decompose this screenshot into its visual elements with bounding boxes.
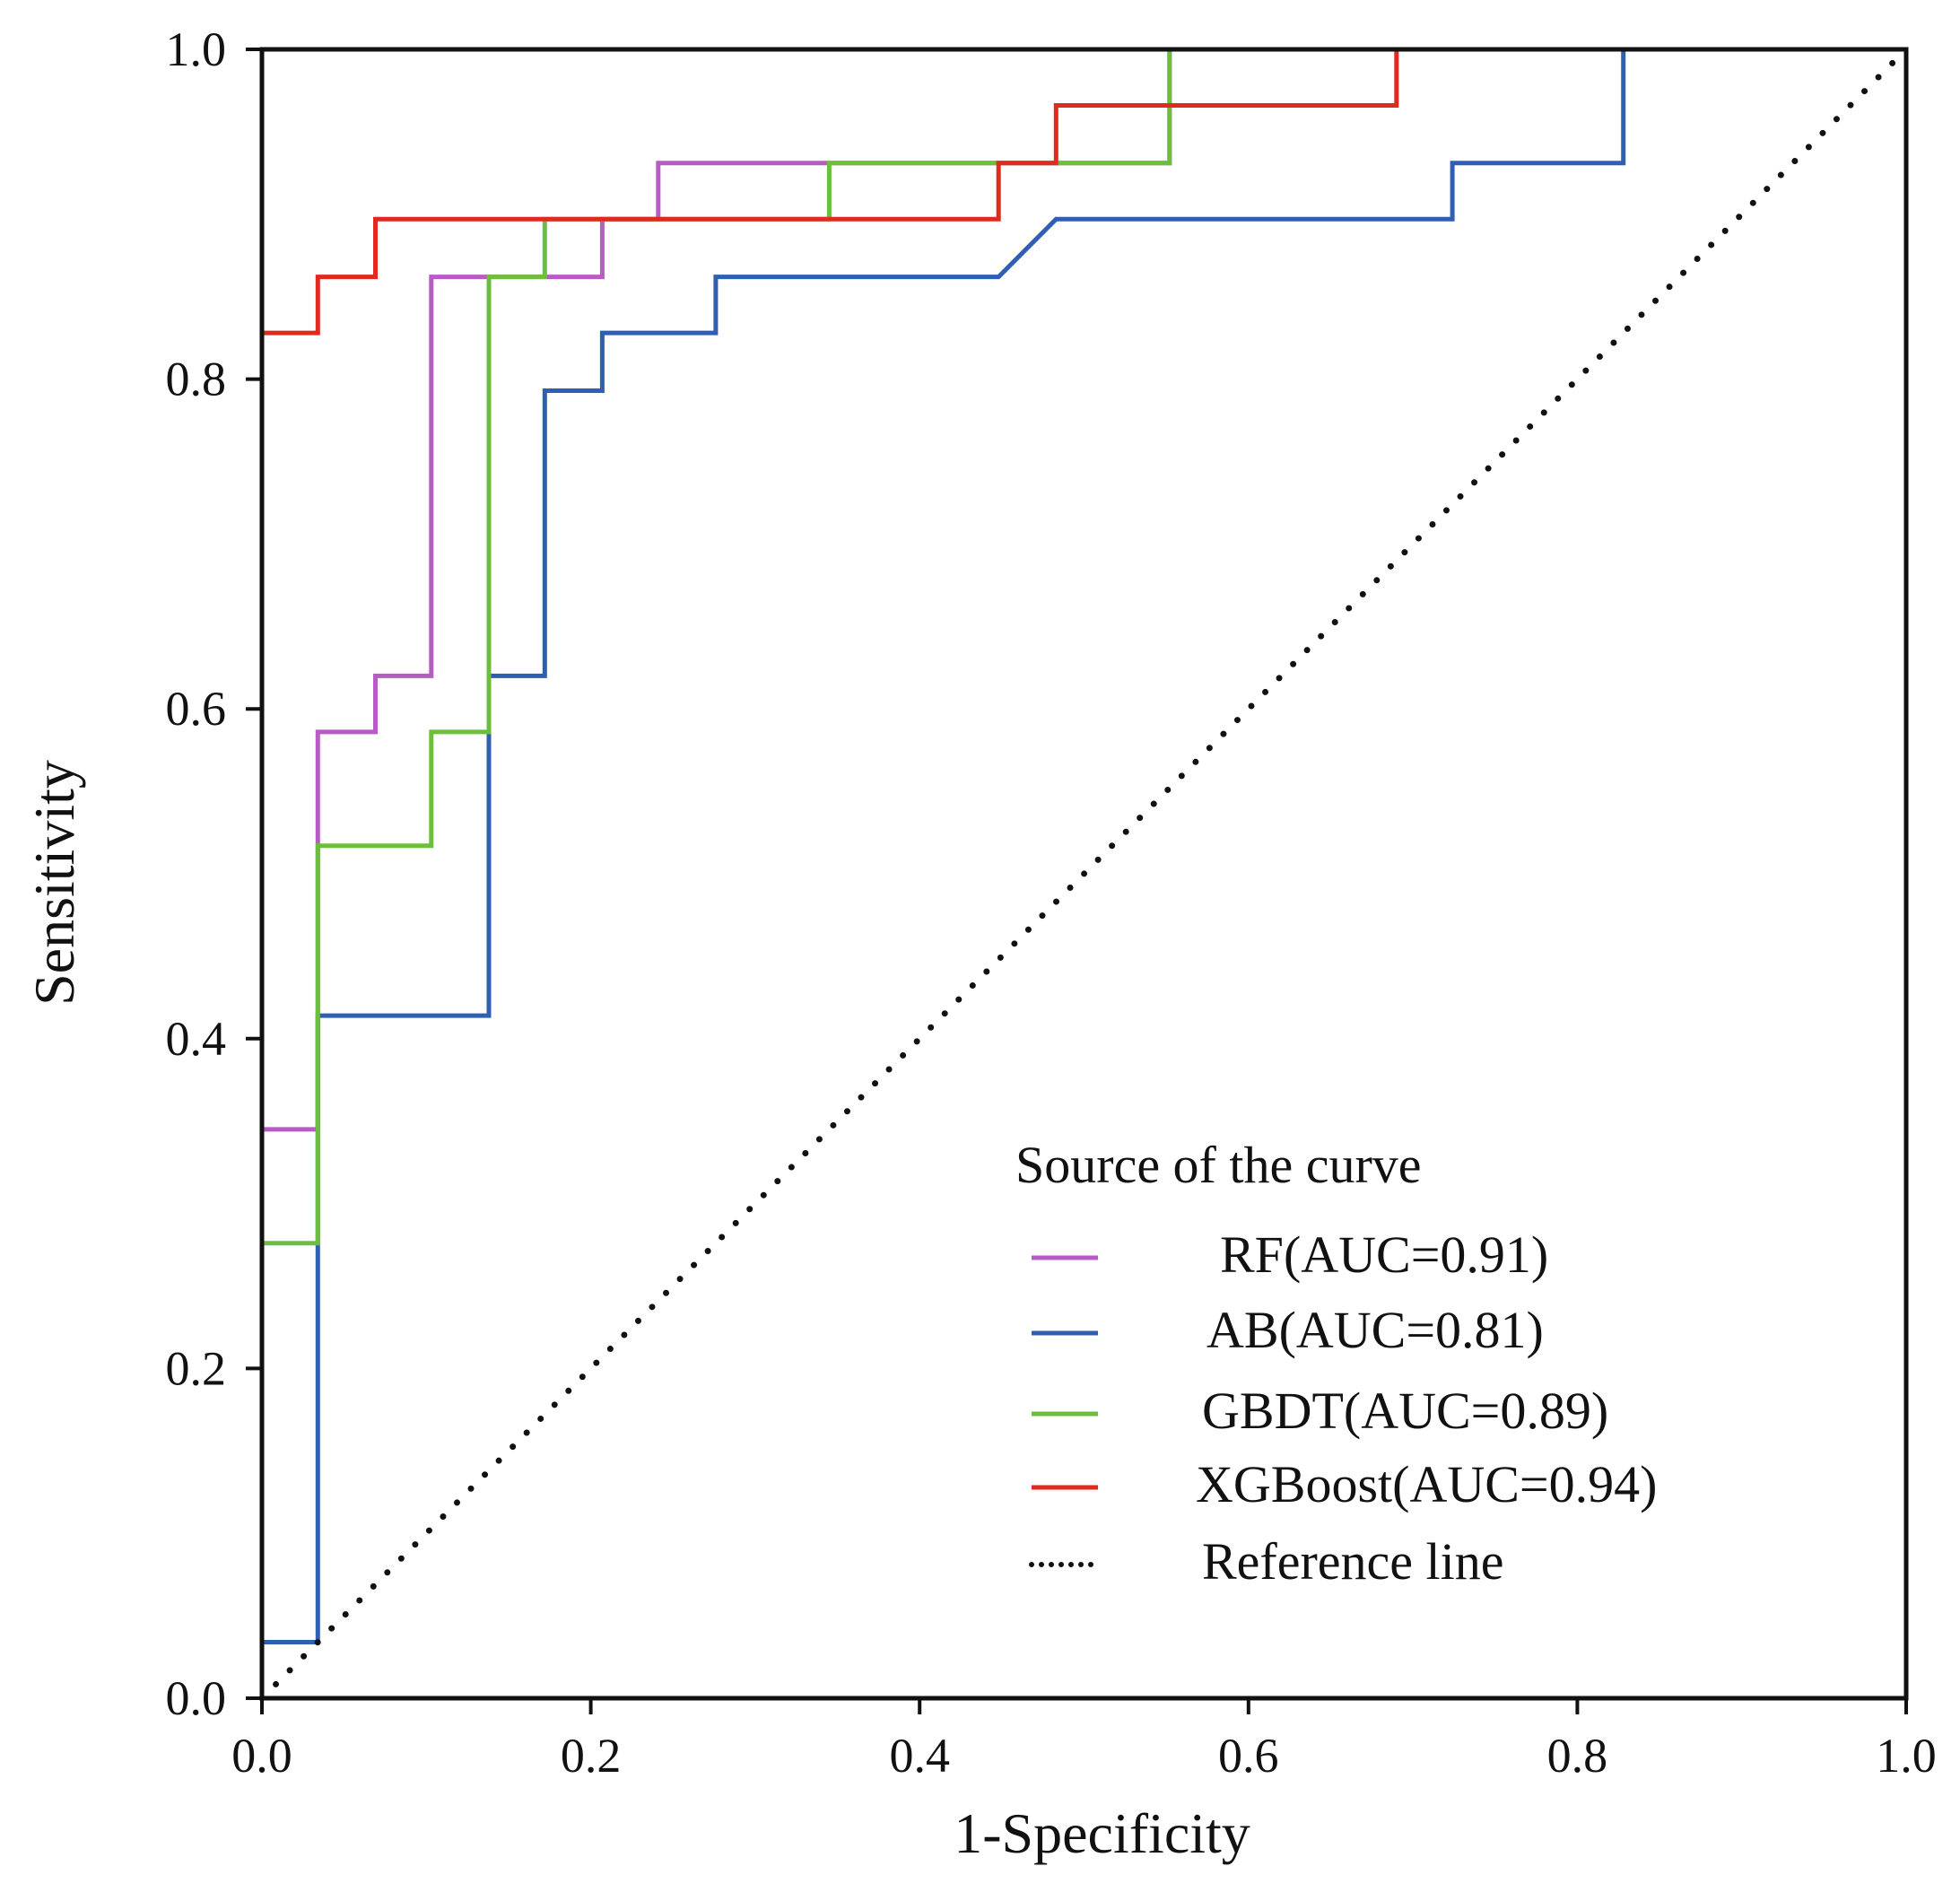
legend-items: RF(AUC=0.91) AB(AUC=0.81) GBDT(AUC=0.89) XG… [1029, 1225, 1657, 1591]
x-tick-label: 1.0 [1876, 1729, 1937, 1783]
y-tick-label: 0.6 [166, 682, 227, 736]
legend-title: Source of the curve [1015, 1136, 1422, 1194]
series-layer [258, 46, 1910, 1702]
y-tick-label: 0.2 [166, 1341, 227, 1395]
legend-label: AB(AUC=0.81) [1206, 1301, 1544, 1359]
series-line-xgboost [259, 47, 1906, 1698]
x-axis-title: 1-Specificity [954, 1801, 1250, 1865]
legend-label: RF(AUC=0.91) [1220, 1225, 1548, 1284]
legend: Source of the curve RF(AUC=0.91) AB(AUC=0… [1015, 1136, 1657, 1591]
legend-label: GBDT(AUC=0.89) [1202, 1382, 1608, 1440]
x-axis-ticks: 0.0 0.2 0.4 0.6 0.8 1.0 [231, 1698, 1937, 1783]
legend-label: XGBoost(AUC=0.94) [1196, 1455, 1657, 1513]
y-tick-label: 0.0 [166, 1671, 227, 1725]
x-tick-label: 0.8 [1547, 1729, 1608, 1783]
plot-frame [259, 47, 1909, 1701]
y-tick-label: 0.4 [166, 1012, 227, 1066]
y-axis-title: Sensitivity [22, 760, 86, 1006]
x-tick-label: 0.2 [561, 1729, 622, 1783]
x-tick-label: 0.6 [1218, 1729, 1279, 1783]
y-axis-ticks: 0.0 0.2 0.4 0.6 0.8 1.0 [166, 22, 262, 1725]
legend-label: Reference line [1202, 1532, 1504, 1591]
series-line-reference-line [258, 46, 1910, 1702]
y-tick-label: 0.8 [166, 353, 227, 406]
x-tick-label: 0.0 [231, 1729, 292, 1783]
y-tick-label: 1.0 [166, 22, 227, 76]
x-tick-label: 0.4 [889, 1729, 950, 1783]
